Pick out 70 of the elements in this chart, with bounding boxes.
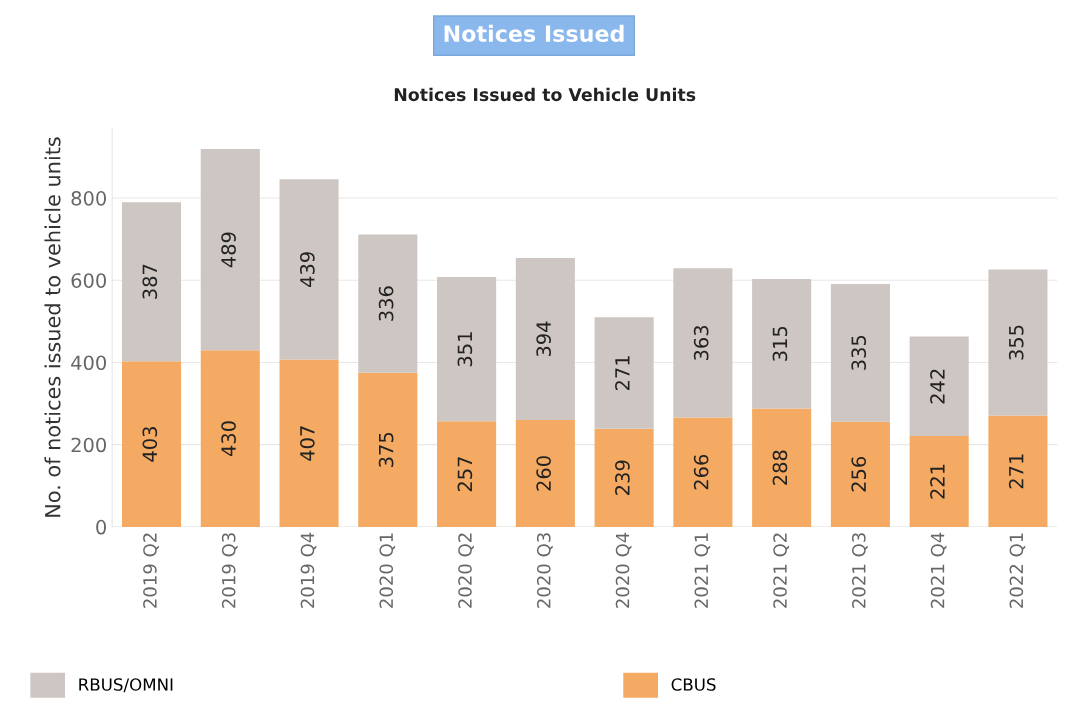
data-label: 351 <box>457 332 473 367</box>
data-label: 271 <box>1008 454 1024 489</box>
bar <box>437 276 497 422</box>
legend-label: CBUS <box>671 678 716 691</box>
data-label: 315 <box>772 326 788 361</box>
legend-label: RBUS/OMNI <box>79 678 173 693</box>
data-label: 387 <box>142 264 158 299</box>
data-label: 336 <box>378 286 394 321</box>
x-tick-label: 2019 Q4 <box>300 532 317 608</box>
bar <box>909 436 969 527</box>
x-tick-label: 2021 Q2 <box>773 533 789 608</box>
x-tick-label: 2021 Q3 <box>851 533 868 608</box>
bar <box>909 336 969 437</box>
bar <box>279 179 339 360</box>
chart-subtitle: Notices Issued to Vehicle Units <box>394 87 696 102</box>
data-label: 242 <box>930 369 945 404</box>
y-tick-label: 600 <box>71 273 106 288</box>
bar <box>121 361 182 527</box>
data-label: 489 <box>221 232 236 268</box>
y-tick-label: 400 <box>71 355 106 371</box>
data-label: 363 <box>693 325 709 361</box>
bar <box>988 415 1048 527</box>
bar <box>594 317 654 429</box>
data-label: 260 <box>536 456 551 491</box>
bar <box>200 350 260 527</box>
y-tick-label: 0 <box>96 519 106 535</box>
x-tick-label: 2020 Q1 <box>379 533 396 608</box>
bar <box>752 408 812 527</box>
data-label: 256 <box>851 456 867 492</box>
bar <box>673 268 733 418</box>
data-label: 257 <box>457 457 473 492</box>
data-label: 439 <box>299 252 315 287</box>
data-label: 266 <box>693 454 709 490</box>
bar <box>358 234 418 373</box>
x-tick-label: 2021 Q4 <box>930 532 947 608</box>
bar <box>673 417 733 527</box>
data-label: 394 <box>536 321 551 357</box>
data-label: 288 <box>772 450 788 485</box>
x-tick-label: 2019 Q2 <box>143 533 159 608</box>
bar <box>437 421 497 527</box>
bar <box>515 420 575 527</box>
bar <box>594 428 654 527</box>
chart-title: Notices Issued <box>444 24 624 43</box>
bar <box>121 202 182 362</box>
data-label: 403 <box>142 427 158 462</box>
y-axis-title: No. of notices issued to vehicle units <box>44 137 61 517</box>
data-label: 271 <box>615 356 630 391</box>
x-tick-label: 2021 Q1 <box>694 533 711 608</box>
data-label: 239 <box>615 460 630 495</box>
x-tick-label: 2020 Q3 <box>536 533 553 608</box>
bar <box>830 283 890 422</box>
data-label: 430 <box>221 421 236 457</box>
bar <box>279 359 339 527</box>
data-label: 407 <box>299 426 315 461</box>
x-tick-label: 2020 Q4 <box>615 532 632 608</box>
bar <box>752 279 812 409</box>
bar <box>358 372 418 527</box>
y-tick-label: 200 <box>71 437 106 453</box>
bar <box>830 421 890 527</box>
data-label: 375 <box>378 432 394 467</box>
data-label: 221 <box>930 464 945 499</box>
data-label: 335 <box>851 335 867 370</box>
x-tick-label: 2020 Q2 <box>458 533 474 608</box>
bar <box>200 149 260 351</box>
bar <box>515 258 575 421</box>
x-tick-label: 2019 Q3 <box>221 533 238 608</box>
data-label: 355 <box>1008 325 1024 360</box>
bar <box>988 269 1048 416</box>
y-tick-label: 800 <box>71 190 106 206</box>
x-tick-label: 2022 Q1 <box>1009 533 1026 608</box>
